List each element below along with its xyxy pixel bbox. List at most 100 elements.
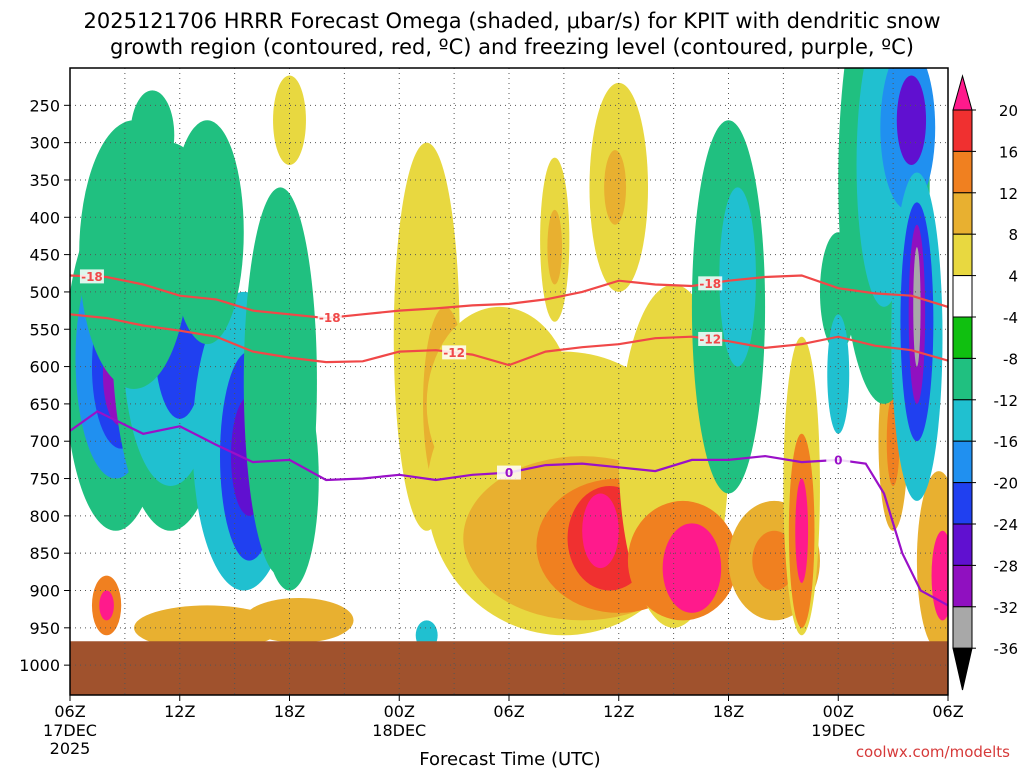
colorbar-label: -8 — [1003, 350, 1018, 368]
colorbar-swatch — [952, 523, 973, 566]
omega-shading — [70, 68, 948, 651]
omega-cell — [273, 75, 306, 166]
colorbar-swatch — [952, 440, 973, 484]
colorbar-swatch — [952, 150, 973, 194]
contour-label: 0 — [834, 453, 842, 467]
contour-label: -18 — [81, 270, 103, 284]
contour-label-bg — [698, 331, 723, 346]
y-tick-label: 600 — [29, 358, 60, 377]
dgz-contour-line — [70, 274, 948, 320]
y-tick-label: 500 — [29, 283, 60, 302]
colorbar-swatch — [952, 482, 973, 525]
omega-cell — [913, 247, 921, 367]
x-tick-label: 00Z — [384, 702, 415, 721]
y-tick-label: 850 — [29, 544, 60, 563]
colorbar-swatch — [952, 192, 973, 235]
omega-cell — [547, 209, 563, 285]
contour-label-bg — [826, 452, 851, 467]
dgz-contour-line — [70, 313, 948, 367]
omega-cell — [931, 530, 948, 621]
contour-label: -18 — [699, 277, 721, 291]
colorbar-swatch — [952, 233, 973, 277]
y-tick-label: 400 — [29, 208, 60, 227]
colorbar: 20 16 12 8 4 -4 -8 -12 -16 -20 -24 -28 -32 -36 — [952, 74, 1019, 691]
omega-cell — [130, 90, 175, 180]
colorbar-label: -36 — [994, 640, 1019, 658]
omega-cell — [604, 150, 627, 225]
y-tick-label: 1000 — [19, 656, 60, 675]
colorbar-swatch — [952, 564, 973, 608]
colorbar-label: 20 — [999, 102, 1018, 120]
omega-cell — [896, 75, 927, 166]
contour-lines: -18 -18 -18 -12 -12 0 0 — [70, 269, 948, 607]
freezing-level-line — [70, 410, 948, 607]
x-tick-label: 12Z — [603, 702, 634, 721]
y-tick-label: 950 — [29, 619, 60, 638]
x-tick-label: 00Z — [823, 702, 854, 721]
credit-text: coolwx.com/modelts — [856, 743, 1010, 761]
y-tick-label: 300 — [29, 134, 60, 153]
colorbar-swatch — [952, 316, 973, 359]
colorbar-label: -32 — [994, 599, 1019, 617]
omega-cell — [582, 493, 619, 569]
contour-label-bg — [698, 276, 723, 291]
chart-title-line2: growth region (contoured, red, ºC) and f… — [110, 35, 914, 59]
omega-cell — [170, 120, 244, 345]
x-tick-date: 18DEC — [372, 721, 426, 740]
x-tick-date: 17DEC — [43, 721, 97, 740]
colorbar-label: 12 — [999, 185, 1018, 203]
colorbar-swatch — [952, 275, 973, 318]
contour-label: 0 — [505, 466, 513, 480]
contour-label-bg — [317, 310, 342, 325]
contour-label: -18 — [319, 311, 341, 325]
y-tick-label: 700 — [29, 432, 60, 451]
colorbar-swatch — [952, 399, 973, 442]
colorbar-label: -12 — [994, 392, 1019, 410]
omega-cell — [827, 314, 850, 434]
colorbar-label: 8 — [1008, 226, 1018, 244]
omega-cell — [662, 523, 722, 613]
colorbar-label: -4 — [1003, 309, 1018, 327]
pressure-axis: 250 300 350 400 450 500 550 600 650 700 750 800 850 9… — [19, 96, 70, 675]
x-tick-label: 18Z — [713, 702, 744, 721]
y-tick-label: 750 — [29, 470, 60, 489]
x-tick-year: 2025 — [50, 739, 91, 758]
omega-cell — [243, 597, 354, 643]
colorbar-swatch — [952, 357, 973, 401]
y-tick-label: 350 — [29, 171, 60, 190]
omega-cell — [719, 187, 756, 367]
x-tick-label: 18Z — [274, 702, 305, 721]
omega-cell — [795, 478, 809, 584]
contour-label-bg — [79, 269, 104, 284]
contour-label: -12 — [699, 332, 721, 346]
y-tick-label: 650 — [29, 395, 60, 414]
y-tick-label: 450 — [29, 246, 60, 265]
colorbar-triangle-top — [952, 74, 973, 111]
colorbar-label: -24 — [994, 516, 1019, 534]
colorbar-label: -20 — [994, 475, 1019, 493]
colorbar-label: 16 — [999, 143, 1018, 161]
colorbar-label: -16 — [994, 433, 1019, 451]
colorbar-triangle-bottom — [952, 647, 973, 691]
omega-cell — [79, 120, 189, 389]
x-tick-date: 19DEC — [811, 721, 865, 740]
omega-cell — [99, 590, 114, 621]
contour-label: -12 — [443, 346, 465, 360]
x-tick-label: 06Z — [932, 702, 963, 721]
omega-cell — [134, 605, 281, 651]
chart-title-line1: 2025121706 HRRR Forecast Omega (shaded, … — [84, 9, 941, 33]
omega-cell — [819, 232, 857, 352]
contour-label-bg — [442, 345, 467, 360]
x-tick-label: 12Z — [164, 702, 195, 721]
contour-label-bg — [497, 465, 521, 480]
x-tick-label: 06Z — [493, 702, 524, 721]
x-tick-label: 06Z — [54, 702, 85, 721]
x-axis-label: Forecast Time (UTC) — [419, 749, 600, 768]
plot-area: -18 -18 -18 -12 -12 0 0 — [70, 68, 948, 695]
y-tick-label: 550 — [29, 320, 60, 339]
y-tick-label: 250 — [29, 96, 60, 115]
colorbar-swatch — [952, 606, 973, 649]
colorbar-label: 4 — [1008, 268, 1018, 286]
